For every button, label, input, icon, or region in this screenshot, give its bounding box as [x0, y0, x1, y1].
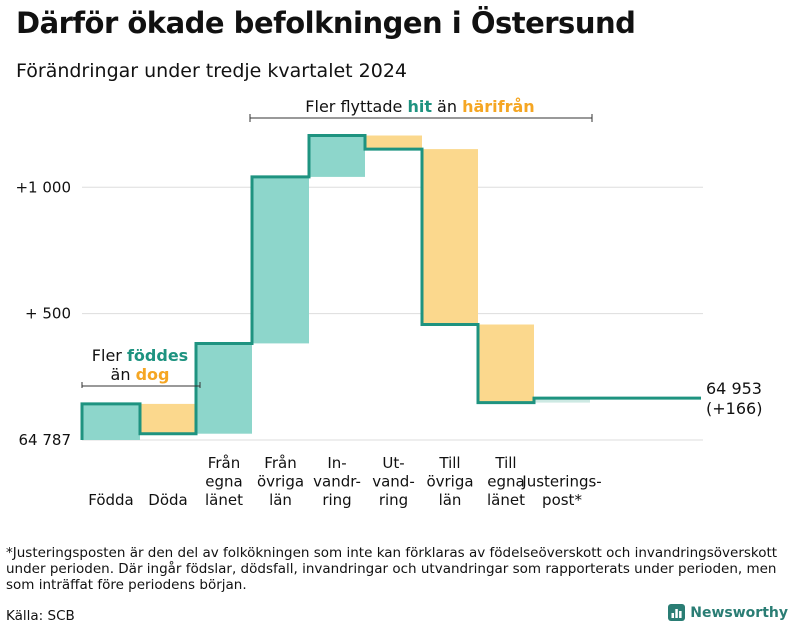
x-tick-label: län	[269, 491, 292, 509]
running-total-path	[80, 134, 701, 440]
x-tick-label: egna	[205, 473, 242, 491]
y-tick-label: 64 787	[19, 431, 72, 449]
brand-logo: Newsworthy	[668, 604, 788, 621]
grid-lines	[82, 186, 703, 441]
x-tick-label: Till	[494, 454, 516, 472]
brand-name: Newsworthy	[690, 604, 788, 621]
bar-chart-logo-icon	[668, 604, 686, 621]
x-tick-label: län	[439, 491, 462, 509]
x-tick-label: Döda	[148, 491, 187, 509]
x-tick-label: Justerings-	[521, 473, 601, 491]
x-tick-label: Från	[264, 454, 296, 472]
waterfall-chart: 64 787+ 500+1 000 Födda DödaFrånegnalänet…	[15, 97, 762, 509]
bar	[365, 135, 422, 150]
births-annotation-line1: Fler föddes	[92, 346, 188, 365]
end-value-label: 64 953	[706, 379, 762, 398]
births-annotation-line2: än dog	[111, 365, 170, 384]
bars	[82, 135, 590, 440]
chart-title: Därför ökade befolkningen i Östersund	[16, 6, 636, 40]
x-tick-label: In-	[327, 454, 346, 472]
x-tick-label: Till	[438, 454, 460, 472]
x-tick-label: Födda	[88, 491, 134, 509]
end-value-labels: 64 953 (+166)	[706, 379, 762, 418]
x-tick-label: länet	[205, 491, 243, 509]
y-tick-label: + 500	[25, 305, 71, 323]
x-tick-label: Från	[208, 454, 240, 472]
bar	[309, 135, 365, 177]
x-tick-label: länet	[487, 491, 525, 509]
bar	[82, 403, 140, 440]
source-label: Källa: SCB	[6, 608, 75, 624]
x-tick-label: Ut-	[382, 454, 404, 472]
x-tick-label: egna	[487, 473, 524, 491]
chart-subtitle: Förändringar under tredje kvartalet 2024	[16, 60, 408, 82]
x-tick-label: post*	[542, 491, 582, 509]
bar	[534, 398, 590, 403]
bar	[140, 403, 196, 434]
x-axis-labels: Födda DödaFrånegnalänetFrånövrigalänIn-va…	[88, 454, 601, 509]
y-axis-labels: 64 787 + 500 +1 000	[15, 178, 71, 449]
end-change-label: (+166)	[706, 399, 762, 418]
x-tick-label: övriga	[426, 473, 473, 491]
births-annotation: Fler föddes än dog	[81, 346, 201, 388]
migration-annotation-text: Fler flyttade hit än härifrån	[305, 97, 534, 116]
x-tick-label: vand-	[372, 473, 415, 491]
bar	[196, 343, 252, 434]
y-tick-label: +1 000	[15, 178, 71, 196]
x-tick-label: vandr-	[313, 473, 361, 491]
bar	[478, 324, 534, 403]
bar	[252, 176, 309, 344]
migration-annotation: Fler flyttade hit än härifrån	[249, 97, 593, 122]
migration-annotation-bracket	[249, 114, 593, 122]
x-tick-label: ring	[322, 491, 351, 509]
births-annotation-bracket	[81, 382, 201, 388]
footnote: *Justeringsposten är den del av folkökni…	[6, 545, 778, 593]
running-total-line	[80, 134, 701, 440]
bar	[422, 149, 478, 325]
x-tick-label: ring	[379, 491, 408, 509]
x-tick-label: övriga	[257, 473, 304, 491]
